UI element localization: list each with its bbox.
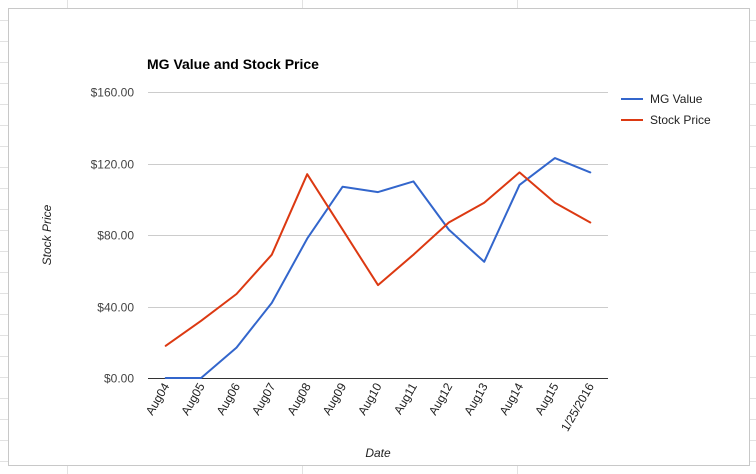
x-tick-label: Aug09 [320, 380, 350, 417]
legend: MG Value Stock Price [621, 92, 711, 127]
x-axis-ticks: Aug04 Aug05 Aug06 Aug07 Aug08 Aug09 Aug10 Aug11… [143, 380, 597, 434]
series-lines [164, 157, 592, 379]
x-tick-label: 1/25/2016 [558, 380, 597, 434]
x-tick-label: Aug05 [178, 380, 208, 417]
gridlines [148, 92, 608, 308]
legend-label: Stock Price [650, 113, 711, 127]
x-tick-label: Aug13 [461, 380, 491, 417]
legend-item[interactable]: MG Value [621, 92, 703, 106]
x-tick-label: Aug12 [426, 380, 456, 417]
y-tick-label: $0.00 [104, 372, 134, 386]
y-axis-ticks: $0.00 $40.00 $80.00 $120.00 $160.00 [91, 86, 135, 386]
series-line-stock-price [164, 171, 592, 347]
y-tick-label: $120.00 [91, 158, 135, 172]
x-tick-label: Aug11 [391, 380, 420, 417]
y-tick-label: $40.00 [97, 301, 134, 315]
x-tick-label: Aug08 [284, 380, 314, 417]
x-tick-label: Aug14 [497, 380, 527, 417]
x-tick-label: Aug10 [355, 380, 385, 417]
legend-item[interactable]: Stock Price [621, 113, 711, 127]
x-tick-label: Aug07 [249, 380, 279, 417]
x-axis-title: Date [365, 446, 391, 460]
y-tick-label: $80.00 [97, 229, 134, 243]
series-line-mg-value [164, 157, 592, 379]
chart-title: MG Value and Stock Price [147, 56, 319, 72]
legend-label: MG Value [650, 92, 703, 106]
x-tick-label: Aug06 [214, 380, 244, 417]
chart-container[interactable] [8, 8, 750, 466]
y-tick-label: $160.00 [91, 86, 135, 100]
x-tick-label: Aug15 [532, 380, 562, 417]
y-axis-title: Stock Price [40, 204, 54, 265]
x-tick-label: Aug04 [143, 380, 173, 417]
